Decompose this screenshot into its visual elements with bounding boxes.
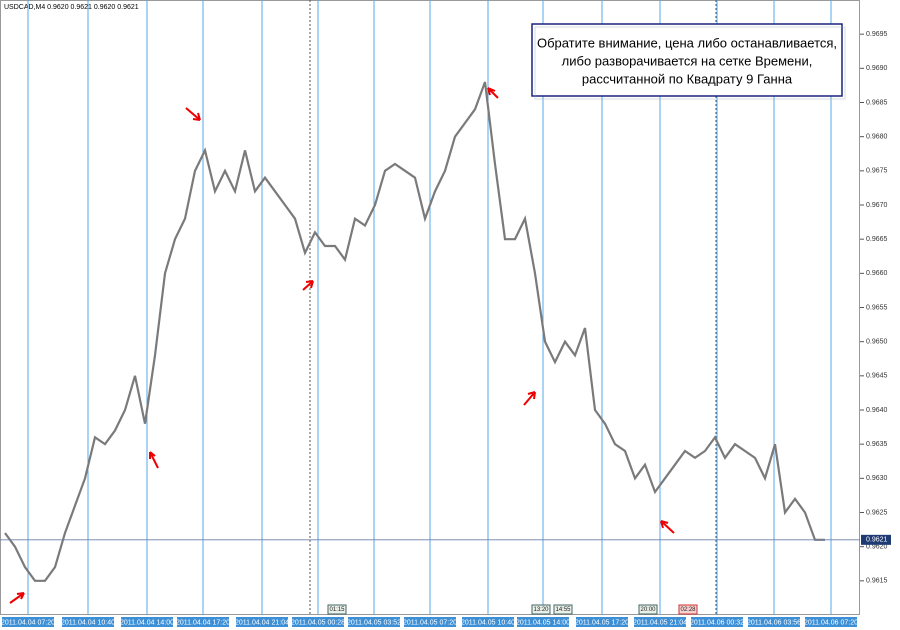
x-tick-label: 2011.04.06 07:20	[804, 619, 858, 626]
time-marker: 20:00	[640, 607, 656, 613]
y-tick-label: 0.9645	[866, 373, 888, 380]
x-tick-label: 2011.04.05 14:00	[516, 619, 570, 626]
time-marker: 02:28	[680, 607, 696, 613]
arrows	[9, 87, 675, 604]
y-tick-label: 0.9690	[866, 65, 888, 72]
x-tick-label-bg	[236, 617, 288, 627]
x-tick-label: 2011.04.04 21:04	[235, 619, 289, 626]
y-tick-label: 0.9685	[866, 99, 888, 106]
annotation-line: либо разворачивается на сетке Времени,	[562, 53, 813, 68]
y-tick-label: 0.9650	[866, 339, 888, 346]
y-tick-label: 0.9665	[866, 236, 888, 243]
price-line	[4, 81, 825, 582]
annotation-line: Обратите внимание, цена либо останавлива…	[537, 35, 837, 50]
y-tick-label: 0.9635	[866, 441, 888, 448]
y-tick-label: 0.9615	[866, 578, 888, 585]
x-tick-label: 2011.04.05 10:40	[461, 619, 515, 626]
x-tick-label-bg	[462, 617, 514, 627]
x-tick-label: 2011.04.05 03:52	[347, 619, 401, 626]
annotation-line: рассчитанной по Квадрату 9 Ганна	[582, 71, 793, 86]
x-tick-label: 2011.04.05 17:20	[575, 619, 629, 626]
chart-title: USDCAD,M4 0.9620 0.9621 0.9620 0.9621	[4, 4, 139, 11]
y-tick-label: 0.9695	[866, 31, 888, 38]
x-tick-label-bg	[292, 617, 344, 627]
time-marker-box	[678, 604, 698, 615]
x-tick-label-bg	[576, 617, 628, 627]
x-tick-label: 2011.04.05 00:28	[291, 619, 345, 626]
y-tick-label: 0.9630	[866, 475, 888, 482]
x-tick-label-bg	[177, 617, 229, 627]
last-price-label: 0.9621	[866, 537, 888, 544]
x-tick-label: 2011.04.06 03:56	[747, 619, 801, 626]
x-tick-label-bg	[634, 617, 686, 627]
x-tick-label-bg	[805, 617, 857, 627]
x-tick-label-bg	[517, 617, 569, 627]
x-tick-label-bg	[121, 617, 173, 627]
y-tick-label: 0.9640	[866, 407, 888, 414]
x-tick-label: 2011.04.05 21:04	[633, 619, 687, 626]
time-marker: 01:15	[329, 607, 345, 613]
y-tick-label: 0.9680	[866, 134, 888, 141]
x-tick-label-bg	[404, 617, 456, 627]
x-tick-label-bg	[691, 617, 743, 627]
x-tick-label-bg	[348, 617, 400, 627]
last-price-bg	[861, 534, 891, 545]
x-tick-label: 2011.04.04 14:00	[120, 619, 174, 626]
x-tick-label: 2011.04.05 07:20	[403, 619, 457, 626]
annotation-shadow	[534, 26, 846, 100]
x-tick-label: 2011.04.04 17:20	[176, 619, 230, 626]
time-marker-box	[553, 604, 573, 615]
y-tick-label: 0.9620	[866, 544, 888, 551]
x-tick-label-bg	[748, 617, 800, 627]
y-tick-label: 0.9625	[866, 509, 888, 516]
y-tick-label: 0.9670	[866, 202, 888, 209]
x-tick-label: 2011.04.04 10:40	[61, 619, 115, 626]
annotation-box	[531, 23, 843, 97]
y-tick-label: 0.9675	[866, 168, 888, 175]
time-marker-box	[531, 604, 551, 615]
y-tick-label: 0.9655	[866, 304, 888, 311]
time-marker: 13:20	[533, 607, 549, 613]
time-marker: 14:55	[555, 607, 571, 613]
x-tick-label: 2011.04.06 00:32	[690, 619, 744, 626]
x-tick-label-bg	[62, 617, 114, 627]
time-marker-box	[638, 604, 658, 615]
y-tick-label: 0.9660	[866, 270, 888, 277]
x-tick-label: 2011.04.04 07:20	[1, 619, 55, 626]
time-marker-box	[327, 604, 347, 615]
x-tick-label-bg	[2, 617, 54, 627]
